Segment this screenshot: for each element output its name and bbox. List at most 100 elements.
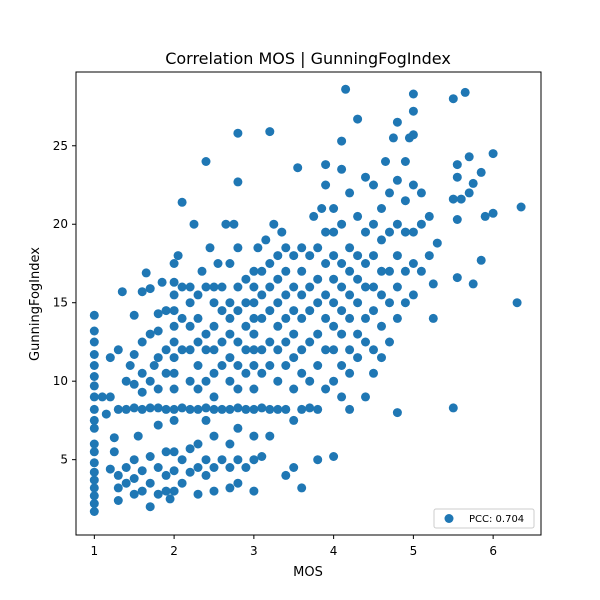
data-point	[169, 486, 179, 496]
data-point	[153, 353, 163, 363]
data-point	[89, 458, 99, 468]
data-point	[345, 290, 355, 300]
data-point	[109, 447, 119, 457]
data-point	[353, 251, 363, 261]
data-point	[452, 160, 462, 170]
data-point	[428, 313, 438, 323]
legend-label: PCC: 0.704	[469, 514, 524, 525]
data-point	[169, 321, 179, 331]
data-point	[329, 274, 339, 284]
data-point	[161, 470, 171, 480]
data-point	[153, 309, 163, 319]
data-point	[201, 157, 211, 166]
data-point	[297, 483, 307, 493]
data-point	[105, 392, 115, 402]
data-point	[149, 361, 159, 370]
y-tick-label: 25	[53, 139, 68, 153]
data-point	[305, 376, 315, 386]
data-point	[89, 404, 99, 414]
data-point	[452, 172, 462, 182]
data-point	[277, 227, 287, 237]
data-point	[233, 361, 243, 370]
data-point	[233, 282, 243, 292]
data-point	[353, 274, 363, 284]
data-point	[121, 463, 131, 472]
data-point	[233, 306, 243, 316]
data-point	[281, 470, 291, 480]
y-tick-label: 5	[60, 453, 68, 467]
x-tick-label: 3	[250, 544, 258, 558]
data-point	[448, 194, 458, 204]
data-point	[169, 306, 179, 316]
x-tick-label: 1	[91, 544, 99, 558]
data-point	[361, 282, 370, 292]
data-point	[249, 329, 259, 339]
data-point	[145, 284, 155, 294]
data-point	[297, 368, 307, 378]
data-point	[193, 439, 203, 449]
data-point	[193, 463, 203, 472]
data-point	[137, 368, 147, 378]
data-point	[377, 204, 386, 213]
data-point	[345, 266, 355, 276]
data-point	[249, 455, 259, 465]
data-point	[369, 345, 378, 355]
data-point	[153, 489, 163, 499]
data-point	[129, 403, 139, 413]
x-tick-label: 6	[489, 544, 497, 558]
data-point	[233, 243, 243, 253]
data-point	[177, 455, 187, 465]
data-point	[209, 298, 219, 308]
x-tick-label: 5	[410, 544, 418, 558]
data-point	[337, 306, 347, 316]
data-point	[249, 486, 259, 496]
data-point	[369, 180, 378, 190]
data-point	[185, 376, 195, 386]
data-point	[153, 326, 163, 336]
data-point	[129, 350, 139, 359]
data-point	[369, 368, 378, 378]
data-point	[161, 368, 171, 378]
data-point	[329, 376, 339, 386]
data-point	[225, 463, 235, 472]
data-point	[273, 345, 283, 355]
data-point	[337, 392, 347, 402]
data-point	[361, 259, 370, 268]
data-point	[209, 368, 219, 378]
data-point	[137, 337, 147, 347]
data-point	[265, 259, 275, 268]
data-point	[121, 404, 131, 414]
data-point	[229, 219, 239, 229]
data-point	[201, 470, 211, 480]
data-point	[313, 243, 323, 253]
data-point	[137, 486, 147, 496]
data-point	[392, 408, 402, 418]
data-point	[217, 404, 227, 414]
data-point	[101, 409, 111, 419]
data-point	[249, 384, 259, 394]
data-point	[273, 376, 283, 386]
data-point	[249, 313, 259, 323]
data-point	[313, 329, 323, 339]
data-point	[177, 197, 187, 207]
data-point	[321, 259, 331, 268]
data-point	[400, 196, 410, 206]
data-point	[117, 287, 127, 297]
data-point	[145, 452, 155, 461]
data-point	[241, 345, 251, 355]
data-point	[297, 290, 307, 300]
data-point	[392, 282, 402, 292]
data-point	[105, 464, 115, 474]
data-point	[400, 266, 410, 276]
data-point	[329, 251, 339, 261]
data-point	[273, 274, 283, 284]
data-point	[89, 491, 99, 501]
data-point	[217, 337, 227, 347]
data-point	[185, 444, 195, 454]
data-point	[416, 188, 426, 198]
data-point	[89, 350, 99, 359]
data-point	[249, 282, 259, 292]
data-point	[209, 486, 219, 496]
data-point	[169, 466, 179, 476]
